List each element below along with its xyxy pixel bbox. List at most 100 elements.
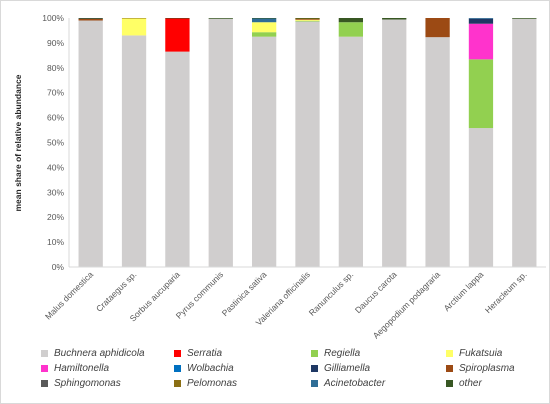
bar-segment — [468, 18, 494, 24]
bar-segment — [165, 18, 190, 19]
x-tick-label: Daucus carota — [353, 269, 399, 315]
bar-segment — [251, 18, 277, 23]
bar-segment — [121, 35, 147, 268]
x-tick-label: Arctium lappa — [442, 269, 486, 313]
x-tick-label: Ranunculus sp. — [307, 269, 356, 318]
bar-segment — [78, 20, 103, 267]
bar-segment — [338, 36, 364, 267]
legend-item: Hamiltonella — [41, 362, 109, 374]
y-tick-label: 10% — [47, 237, 64, 247]
bar-stack — [512, 18, 537, 268]
bar-stack — [425, 18, 450, 267]
bar-segment — [295, 18, 320, 19]
bar-segment — [251, 36, 277, 267]
bar-segment — [338, 18, 364, 23]
y-tick-label: 100% — [42, 13, 64, 23]
bar-segment — [78, 18, 103, 21]
legend-swatch — [174, 349, 181, 357]
legend-label: Spiroplasma — [459, 362, 515, 374]
legend-label: Wolbachia — [187, 362, 234, 374]
legend-item: Buchnera aphidicola — [41, 347, 145, 359]
legend-item: Regiella — [311, 347, 360, 359]
y-tick-label: 0% — [52, 262, 65, 272]
legend-item: other — [446, 377, 482, 389]
y-tick-label: 30% — [47, 187, 64, 197]
legend-item: Gilliamella — [311, 362, 370, 374]
x-tick-label: Malus domestica — [43, 269, 95, 321]
legend-item: Wolbachia — [174, 362, 234, 374]
legend-label: Acinetobacter — [324, 377, 386, 389]
legend-swatch — [311, 364, 318, 372]
bar-segment — [165, 18, 190, 52]
x-tick-label: Crataegus sp. — [94, 269, 138, 313]
legend-item: Spiroplasma — [446, 362, 515, 374]
y-tick-label: 20% — [47, 212, 64, 222]
bar-segment — [425, 18, 450, 38]
legend-label: Regiella — [324, 347, 361, 359]
bar-segment — [251, 22, 277, 33]
bar-stack — [468, 18, 494, 267]
bar-stack — [251, 18, 277, 267]
y-tick-label: 80% — [47, 63, 64, 73]
legend-label: Gilliamella — [324, 362, 371, 374]
legend-swatch — [446, 364, 453, 372]
y-axis-label: mean share of relative abundance — [13, 74, 23, 211]
bar-segment — [295, 18, 320, 20]
legend-label: Buchnera aphidicola — [54, 347, 145, 359]
bars — [78, 18, 537, 268]
x-tick-label: Pastinica sativa — [220, 269, 269, 318]
legend-swatch — [311, 379, 318, 387]
bar-segment — [251, 32, 277, 37]
bar-segment — [295, 18, 320, 19]
legend-swatch — [311, 349, 318, 357]
y-tick-label: 50% — [47, 138, 64, 148]
bar-segment — [382, 18, 407, 20]
bar-segment — [338, 22, 364, 37]
legend-swatch — [41, 364, 48, 372]
legend-swatch — [446, 379, 453, 387]
legend-item: Fukatsuia — [446, 347, 502, 359]
bar-stack — [78, 18, 103, 267]
bar-segment — [208, 18, 233, 268]
bar-stack — [121, 18, 147, 268]
legend-label: Fukatsuia — [459, 347, 503, 359]
bar-segment — [165, 51, 190, 267]
legend-swatch — [41, 379, 48, 387]
legend-label: Serratia — [187, 347, 223, 359]
y-tick-label: 60% — [47, 113, 64, 123]
x-tick-label: Pyrus communis — [174, 269, 225, 320]
legend-swatch — [174, 364, 181, 372]
x-tick-label: Heracleum sp. — [483, 269, 529, 315]
y-tick-label: 70% — [47, 88, 64, 98]
legend-swatch — [446, 349, 453, 357]
bar-stack — [382, 18, 407, 267]
bar-segment — [425, 37, 450, 267]
bar-segment — [78, 18, 103, 19]
bar-segment — [295, 19, 320, 21]
legend-label: Pelomonas — [187, 377, 238, 389]
bar-segment — [208, 18, 233, 19]
legend-item: Sphingomonas — [41, 377, 121, 389]
bar-segment — [295, 20, 320, 22]
legend-label: Hamiltonella — [54, 362, 110, 374]
bar-segment — [468, 59, 494, 129]
legend-item: Serratia — [174, 347, 222, 359]
bar-segment — [121, 18, 147, 36]
legend-label: other — [459, 377, 482, 389]
bar-segment — [251, 18, 277, 19]
bar-stack — [338, 18, 364, 267]
legend-item: Acinetobacter — [311, 377, 385, 389]
legend-item: Pelomonas — [174, 377, 237, 389]
legend-swatch — [174, 379, 181, 387]
y-tick-label: 40% — [47, 162, 64, 172]
bar-stack — [165, 18, 190, 267]
y-axis: 0% 10% 20% 30% 40% 50% 60% 70% 80% 90% 100% — [42, 13, 70, 272]
y-tick-label: 90% — [47, 38, 64, 48]
legend-swatch — [41, 349, 48, 357]
bar-segment — [295, 21, 320, 268]
legend-label: Sphingomonas — [54, 377, 121, 389]
bar-stack — [208, 18, 233, 268]
